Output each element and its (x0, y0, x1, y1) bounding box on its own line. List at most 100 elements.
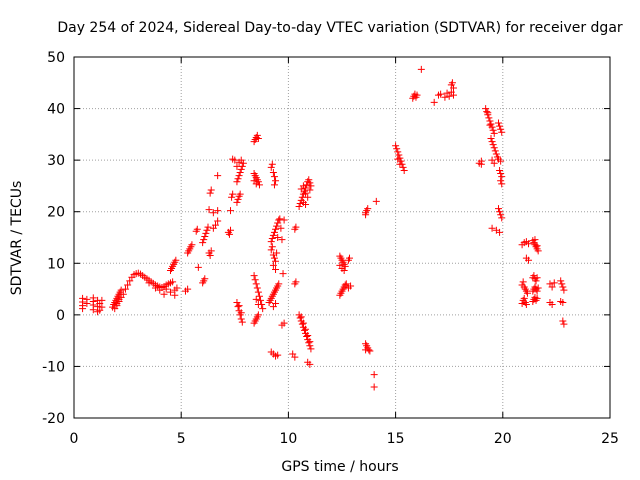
data-point (225, 230, 233, 238)
data-point (204, 223, 212, 231)
data-point (115, 295, 123, 303)
chart-title: Day 254 of 2024, Sidereal Day-to-day VTE… (57, 20, 623, 36)
data-point (237, 165, 245, 173)
y-tick-label: -20 (42, 411, 65, 427)
data-point (252, 180, 260, 188)
data-point (519, 278, 527, 286)
data-point (268, 160, 276, 168)
data-point (489, 126, 497, 134)
data-point (267, 163, 275, 171)
data-point (214, 207, 222, 215)
data-point (449, 84, 457, 92)
data-point (525, 240, 533, 248)
data-point (269, 169, 277, 177)
data-point (209, 209, 217, 217)
data-point (392, 142, 400, 150)
data-point (251, 276, 259, 284)
data-point (278, 236, 286, 244)
data-point (341, 281, 349, 289)
data-point (495, 205, 503, 213)
data-point (531, 236, 539, 244)
data-point (272, 225, 280, 233)
data-point (292, 223, 300, 231)
data-point (557, 277, 565, 285)
data-point (291, 353, 299, 361)
data-point (560, 286, 568, 294)
data-point (498, 214, 506, 222)
data-point (370, 383, 378, 391)
data-point (306, 338, 314, 346)
data-point (307, 182, 315, 190)
data-point (268, 243, 276, 251)
data-point (525, 256, 533, 264)
data-point (399, 163, 407, 171)
data-point (292, 278, 300, 286)
data-point (487, 134, 495, 142)
data-point (233, 178, 241, 186)
data-point (496, 228, 504, 236)
data-point (237, 156, 245, 164)
data-point (495, 119, 503, 127)
data-point (206, 252, 214, 260)
data-point (160, 290, 168, 298)
data-point (79, 305, 87, 313)
data-point (254, 288, 262, 296)
data-point (548, 301, 556, 309)
data-point (560, 320, 568, 328)
data-point (83, 300, 91, 308)
data-point (489, 141, 497, 149)
data-point (277, 224, 285, 232)
data-point (173, 284, 181, 292)
data-point (124, 281, 132, 289)
data-point (227, 226, 235, 234)
x-tick-label: 20 (494, 431, 512, 447)
data-point (362, 346, 370, 354)
data-point (522, 301, 530, 309)
data-point (396, 160, 404, 168)
data-point (188, 241, 196, 249)
data-point (303, 333, 311, 341)
data-point (448, 79, 456, 87)
data-point (233, 162, 241, 170)
data-point (272, 300, 280, 308)
axis-ticks (73, 56, 611, 419)
data-point (231, 156, 239, 164)
data-point (267, 246, 275, 254)
data-point (169, 278, 177, 286)
data-point (233, 198, 241, 206)
data-point (207, 247, 215, 255)
data-point (497, 170, 505, 178)
grid-lines (74, 57, 610, 418)
y-tick-label: 30 (47, 153, 65, 169)
data-point (255, 292, 263, 300)
y-tick-label: 0 (56, 308, 65, 324)
data-point (485, 114, 493, 122)
data-point (496, 122, 504, 130)
data-point (121, 285, 129, 293)
data-point (162, 285, 170, 293)
data-point (89, 306, 97, 314)
data-point (305, 339, 313, 347)
data-point (273, 249, 281, 257)
data-point (172, 256, 180, 264)
data-point (236, 190, 244, 198)
data-point (214, 172, 222, 180)
data-point (394, 155, 402, 163)
data-point (477, 160, 485, 168)
data-point (400, 166, 408, 174)
data-point (307, 345, 315, 353)
data-point (520, 294, 528, 302)
data-point (490, 129, 498, 137)
data-point (305, 176, 313, 184)
data-point (346, 254, 354, 262)
data-point (297, 313, 305, 321)
data-point (279, 270, 287, 278)
data-point (206, 189, 214, 197)
data-point (272, 257, 280, 265)
data-point (276, 215, 284, 223)
data-point (98, 296, 106, 304)
data-point (558, 280, 566, 288)
data-point (304, 193, 312, 201)
data-point (270, 254, 278, 262)
y-tick-label: 50 (47, 50, 65, 66)
